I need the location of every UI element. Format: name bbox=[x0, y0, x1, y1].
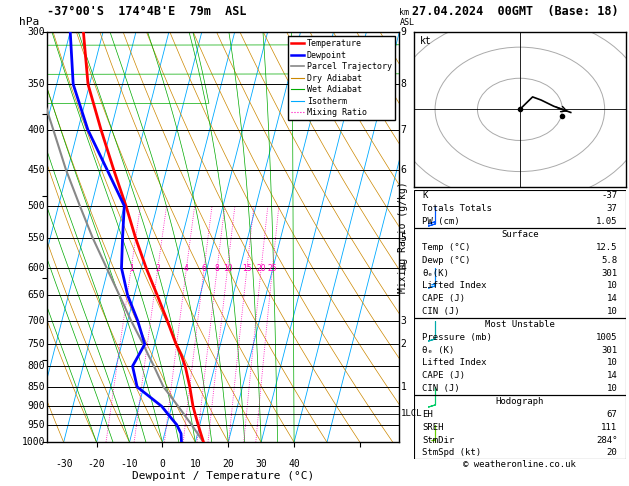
Text: 3: 3 bbox=[401, 315, 406, 326]
Text: 10: 10 bbox=[606, 384, 618, 393]
Text: PW (cm): PW (cm) bbox=[422, 217, 460, 226]
Text: © weatheronline.co.uk: © weatheronline.co.uk bbox=[464, 460, 576, 469]
Text: 67: 67 bbox=[606, 410, 618, 419]
Text: Lifted Index: Lifted Index bbox=[422, 359, 487, 367]
Text: 284°: 284° bbox=[596, 435, 618, 445]
Text: 0: 0 bbox=[160, 459, 165, 469]
Text: Mixing Ratio (g/kg): Mixing Ratio (g/kg) bbox=[398, 181, 408, 293]
Text: 25: 25 bbox=[268, 263, 277, 273]
Text: 1.05: 1.05 bbox=[596, 217, 618, 226]
Text: EH: EH bbox=[422, 410, 433, 419]
Text: 10: 10 bbox=[606, 359, 618, 367]
Text: Surface: Surface bbox=[501, 230, 538, 239]
Text: Totals Totals: Totals Totals bbox=[422, 204, 493, 213]
Text: -30: -30 bbox=[55, 459, 72, 469]
Text: SREH: SREH bbox=[422, 423, 444, 432]
Text: 4: 4 bbox=[184, 263, 189, 273]
Text: 5.8: 5.8 bbox=[601, 256, 618, 265]
Text: 8: 8 bbox=[401, 79, 406, 89]
X-axis label: Dewpoint / Temperature (°C): Dewpoint / Temperature (°C) bbox=[132, 471, 314, 482]
Text: -37°00'S  174°4B'E  79m  ASL: -37°00'S 174°4B'E 79m ASL bbox=[47, 5, 247, 18]
Text: StmDir: StmDir bbox=[422, 435, 455, 445]
Text: 10: 10 bbox=[223, 263, 232, 273]
Text: 10: 10 bbox=[606, 281, 618, 290]
Text: 850: 850 bbox=[28, 382, 45, 392]
Text: 5: 5 bbox=[401, 233, 406, 243]
Text: 37: 37 bbox=[606, 204, 618, 213]
Text: K: K bbox=[422, 191, 428, 200]
Text: 1: 1 bbox=[401, 382, 406, 392]
Bar bbox=[414, 228, 626, 318]
Text: 1000: 1000 bbox=[22, 437, 45, 447]
Text: 750: 750 bbox=[28, 339, 45, 349]
Text: 900: 900 bbox=[28, 401, 45, 411]
Text: 12.5: 12.5 bbox=[596, 243, 618, 252]
Text: 650: 650 bbox=[28, 290, 45, 300]
Text: 7: 7 bbox=[401, 125, 406, 135]
Text: Temp (°C): Temp (°C) bbox=[422, 243, 470, 252]
Text: CIN (J): CIN (J) bbox=[422, 307, 460, 316]
Text: 301: 301 bbox=[601, 346, 618, 355]
Text: 30: 30 bbox=[255, 459, 267, 469]
Text: 450: 450 bbox=[28, 165, 45, 175]
Text: CAPE (J): CAPE (J) bbox=[422, 371, 465, 380]
Text: 14: 14 bbox=[606, 371, 618, 380]
Text: 550: 550 bbox=[28, 233, 45, 243]
Text: -20: -20 bbox=[87, 459, 106, 469]
Text: 15: 15 bbox=[242, 263, 252, 273]
Text: 1005: 1005 bbox=[596, 333, 618, 342]
Text: 10: 10 bbox=[189, 459, 201, 469]
Text: 111: 111 bbox=[601, 423, 618, 432]
Text: 27.04.2024  00GMT  (Base: 18): 27.04.2024 00GMT (Base: 18) bbox=[412, 5, 618, 18]
Text: 300: 300 bbox=[28, 27, 45, 36]
Text: 301: 301 bbox=[601, 269, 618, 278]
Text: θₑ (K): θₑ (K) bbox=[422, 346, 455, 355]
Text: km
ASL: km ASL bbox=[399, 8, 415, 28]
Text: 20: 20 bbox=[606, 449, 618, 457]
Text: 14: 14 bbox=[606, 294, 618, 303]
Text: 350: 350 bbox=[28, 79, 45, 89]
Bar bbox=[414, 190, 626, 228]
Text: Most Unstable: Most Unstable bbox=[485, 320, 555, 329]
Text: CAPE (J): CAPE (J) bbox=[422, 294, 465, 303]
Text: 400: 400 bbox=[28, 125, 45, 135]
Text: 700: 700 bbox=[28, 315, 45, 326]
Text: StmSpd (kt): StmSpd (kt) bbox=[422, 449, 481, 457]
Text: 4: 4 bbox=[401, 263, 406, 273]
Text: -10: -10 bbox=[121, 459, 138, 469]
Text: hPa: hPa bbox=[19, 17, 39, 28]
Text: 6: 6 bbox=[202, 263, 207, 273]
Text: 20: 20 bbox=[257, 263, 266, 273]
Text: θₑ(K): θₑ(K) bbox=[422, 269, 449, 278]
Text: Lifted Index: Lifted Index bbox=[422, 281, 487, 290]
Text: 600: 600 bbox=[28, 263, 45, 273]
Text: kt: kt bbox=[420, 36, 432, 46]
Text: 10: 10 bbox=[606, 307, 618, 316]
Text: 20: 20 bbox=[223, 459, 234, 469]
Text: -37: -37 bbox=[601, 191, 618, 200]
Bar bbox=[414, 318, 626, 395]
Text: 1: 1 bbox=[129, 263, 133, 273]
Text: 6: 6 bbox=[401, 165, 406, 175]
Text: CIN (J): CIN (J) bbox=[422, 384, 460, 393]
Text: 500: 500 bbox=[28, 201, 45, 211]
Text: 2: 2 bbox=[155, 263, 160, 273]
Text: 9: 9 bbox=[401, 27, 406, 36]
Text: 40: 40 bbox=[288, 459, 300, 469]
Text: Dewp (°C): Dewp (°C) bbox=[422, 256, 470, 265]
Text: 2: 2 bbox=[401, 339, 406, 349]
Text: Hodograph: Hodograph bbox=[496, 397, 544, 406]
Text: 950: 950 bbox=[28, 420, 45, 430]
Text: 8: 8 bbox=[215, 263, 220, 273]
Text: Pressure (mb): Pressure (mb) bbox=[422, 333, 493, 342]
Text: 800: 800 bbox=[28, 361, 45, 371]
Legend: Temperature, Dewpoint, Parcel Trajectory, Dry Adiabat, Wet Adiabat, Isotherm, Mi: Temperature, Dewpoint, Parcel Trajectory… bbox=[287, 36, 395, 121]
Bar bbox=[414, 395, 626, 459]
Text: 1LCL: 1LCL bbox=[401, 409, 422, 418]
